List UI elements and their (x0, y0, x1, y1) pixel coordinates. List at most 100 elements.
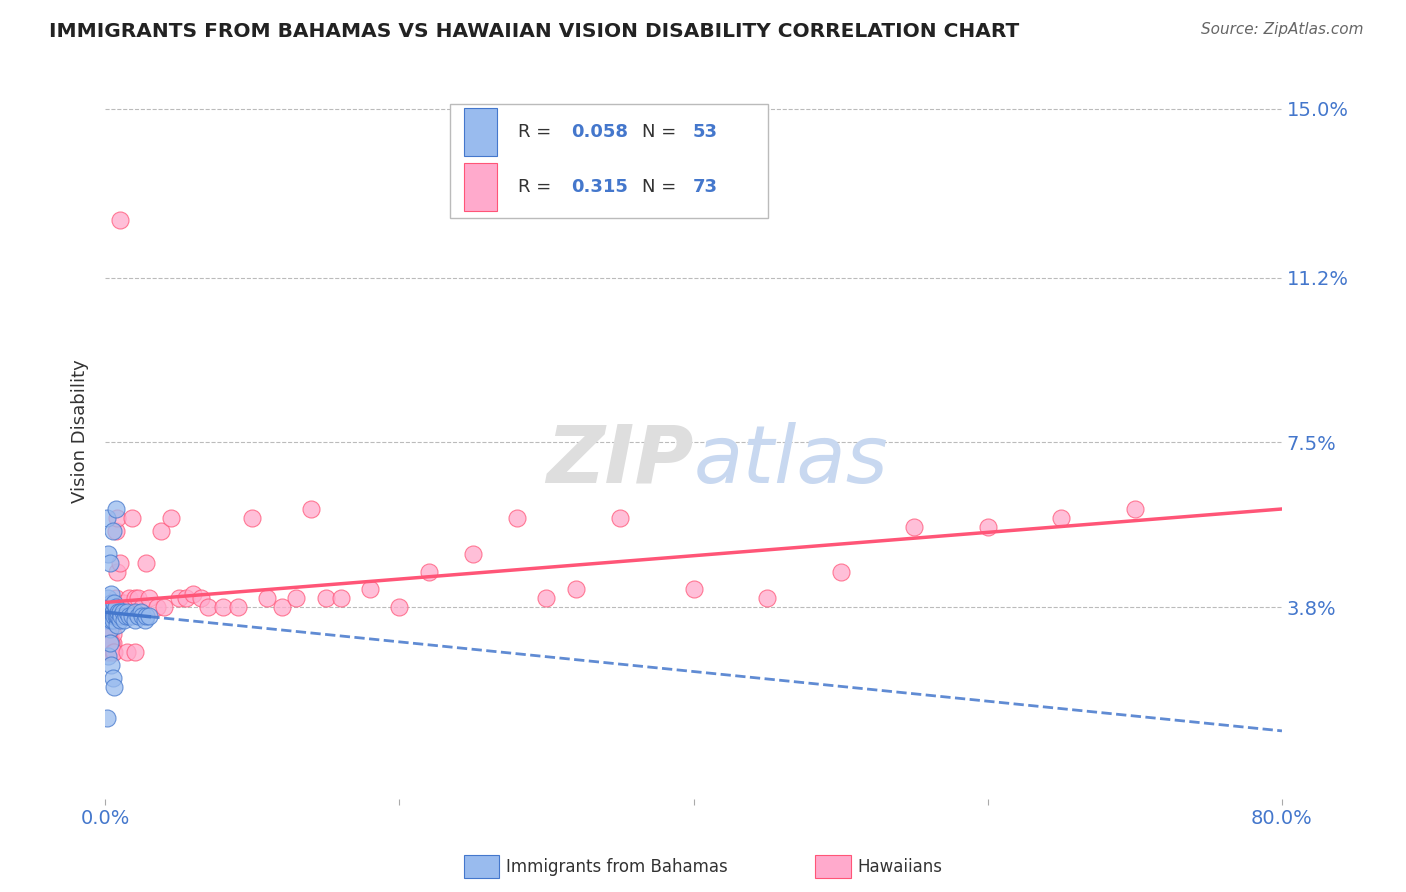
Point (108, 556, 131, 570)
Point (111, 605, 134, 619)
Text: Hawaiians: Hawaiians (858, 858, 942, 876)
Point (110, 609, 132, 624)
Point (100, 636, 122, 650)
Point (117, 605, 139, 619)
Point (124, 605, 146, 619)
Point (506, 511, 529, 525)
Point (129, 605, 152, 619)
Point (197, 600, 219, 615)
Point (98, 627, 121, 641)
Point (98, 645, 121, 659)
Text: Immigrants from Bahamas: Immigrants from Bahamas (506, 858, 728, 876)
Point (461, 547, 484, 561)
Point (1123, 502, 1146, 516)
Point (226, 600, 249, 615)
Point (104, 502, 127, 516)
Point (110, 605, 132, 619)
Point (256, 591, 278, 606)
Point (98, 636, 121, 650)
Point (101, 671, 124, 685)
Point (101, 524, 124, 539)
Point (103, 609, 125, 624)
Point (127, 609, 149, 624)
Point (1050, 511, 1073, 525)
Point (190, 591, 212, 606)
Point (96, 627, 118, 641)
Point (153, 600, 176, 615)
Point (174, 591, 197, 606)
Bar (464, 163, 498, 211)
Text: IMMIGRANTS FROM BAHAMAS VS HAWAIIAN VISION DISABILITY CORRELATION CHART: IMMIGRANTS FROM BAHAMAS VS HAWAIIAN VISI… (49, 22, 1019, 41)
Point (100, 636, 122, 650)
Point (609, 511, 631, 525)
Point (105, 618, 128, 632)
Point (270, 600, 292, 615)
Text: ZIP: ZIP (546, 422, 693, 500)
Point (101, 605, 124, 619)
Point (134, 614, 156, 628)
Point (98, 600, 121, 615)
Point (96, 605, 118, 619)
Point (121, 609, 143, 624)
Point (100, 587, 122, 601)
Point (100, 596, 122, 610)
Point (682, 582, 704, 597)
Point (240, 511, 263, 525)
Point (183, 587, 205, 601)
Point (418, 565, 440, 579)
Point (100, 623, 122, 637)
Point (124, 614, 146, 628)
Point (101, 636, 124, 650)
Point (124, 591, 146, 606)
Point (117, 645, 139, 659)
Point (131, 600, 153, 615)
Point (105, 511, 128, 525)
Point (96, 511, 118, 525)
Point (138, 591, 160, 606)
Point (98, 605, 121, 619)
Point (536, 591, 558, 606)
Point (96, 623, 118, 637)
Point (104, 600, 127, 615)
Text: R =: R = (519, 178, 557, 196)
Text: N =: N = (641, 123, 682, 141)
Point (103, 609, 125, 624)
Point (112, 614, 135, 628)
Point (150, 524, 173, 539)
Point (103, 596, 125, 610)
Point (108, 605, 131, 619)
Point (107, 605, 129, 619)
Point (121, 511, 143, 525)
Point (101, 645, 124, 659)
Point (100, 605, 122, 619)
Point (98, 636, 121, 650)
Point (103, 645, 125, 659)
Point (96, 645, 118, 659)
Point (131, 609, 153, 624)
Point (160, 511, 183, 525)
Point (98, 614, 121, 628)
Point (114, 609, 136, 624)
Point (97, 636, 120, 650)
Point (135, 556, 157, 570)
Point (98, 623, 121, 637)
Point (111, 600, 134, 615)
Point (98, 556, 121, 570)
Point (830, 565, 852, 579)
Point (98, 636, 121, 650)
FancyBboxPatch shape (450, 104, 768, 219)
Point (105, 565, 128, 579)
Point (96, 636, 118, 650)
Point (118, 591, 141, 606)
Point (101, 609, 124, 624)
Point (108, 614, 131, 628)
Point (903, 520, 925, 534)
Point (100, 657, 122, 672)
Point (118, 609, 141, 624)
Point (977, 520, 1000, 534)
Point (145, 600, 167, 615)
Point (103, 680, 125, 694)
Point (315, 591, 337, 606)
Point (97, 600, 120, 615)
Point (756, 591, 779, 606)
